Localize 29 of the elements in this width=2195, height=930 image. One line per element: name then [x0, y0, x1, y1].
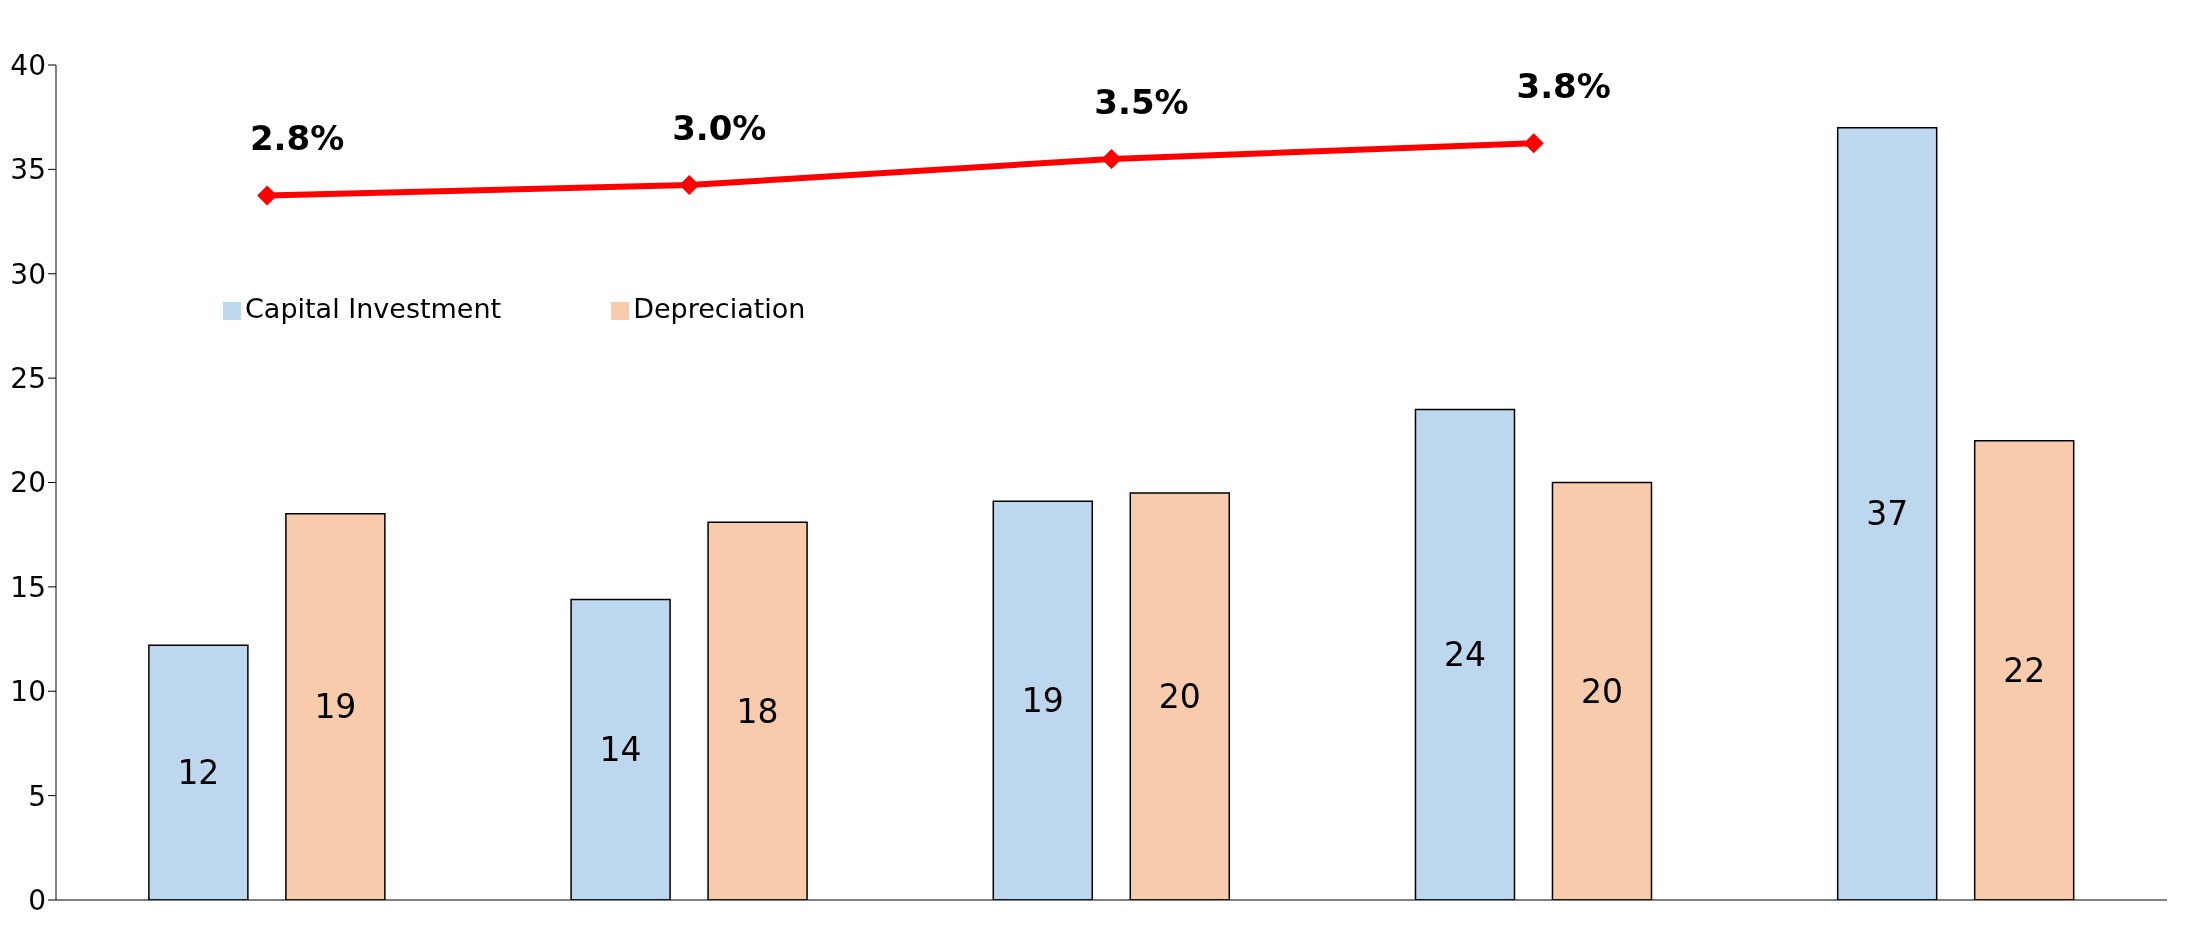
y-tick-label: 10: [10, 675, 46, 709]
data-label: 24: [1443, 635, 1486, 675]
point: [679, 175, 700, 196]
data-label: 2.8%: [249, 118, 345, 159]
data-label: 19: [1021, 681, 1064, 721]
y-tick-label: 40: [10, 48, 46, 82]
data-label: 22: [2003, 650, 2046, 690]
data-label: 20: [1580, 671, 1623, 711]
point: [1101, 148, 1122, 169]
y-tick-label: 0: [28, 883, 46, 917]
legend-label: Depreciation: [633, 293, 806, 324]
y-tick-label: 20: [10, 466, 46, 500]
data-label: 19: [314, 687, 357, 727]
data-label: 14: [599, 730, 642, 770]
y-tick-label: 5: [28, 779, 46, 813]
data-label: 20: [1158, 676, 1201, 716]
legend-label: Capital Investment: [245, 293, 502, 324]
y-tick-label: 30: [10, 257, 46, 291]
data-label: 37: [1866, 494, 1909, 534]
data-label: 3.8%: [1516, 66, 1611, 107]
y-tick-label: 25: [10, 362, 46, 396]
data-label: 18: [736, 691, 779, 731]
data-label: 12: [177, 753, 220, 793]
data-label: 3.5%: [1094, 81, 1189, 122]
point: [1523, 133, 1544, 154]
y-tick-label: 15: [10, 570, 46, 604]
y-tick-label: 35: [10, 153, 46, 187]
point: [257, 185, 278, 206]
data-label: 3.0%: [672, 108, 767, 149]
